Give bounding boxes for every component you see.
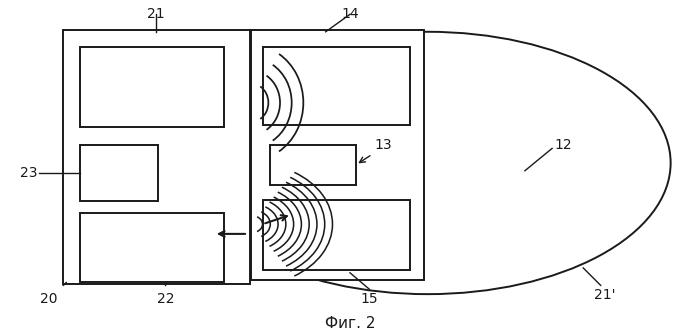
Text: Фиг. 2: Фиг. 2 xyxy=(325,317,375,331)
Text: 21: 21 xyxy=(147,7,164,20)
Bar xyxy=(80,145,157,201)
Bar xyxy=(80,47,224,127)
Bar xyxy=(263,47,410,125)
Text: 12: 12 xyxy=(554,138,572,152)
Bar xyxy=(263,200,410,270)
Bar xyxy=(271,145,356,185)
Text: 23: 23 xyxy=(20,166,37,180)
Text: 13: 13 xyxy=(374,138,392,152)
Text: 15: 15 xyxy=(361,292,378,306)
Text: 14: 14 xyxy=(341,7,359,20)
Text: 20: 20 xyxy=(40,292,57,306)
Bar xyxy=(251,30,424,280)
Text: 22: 22 xyxy=(157,292,174,306)
Bar xyxy=(64,30,250,285)
Bar xyxy=(80,212,224,283)
Text: 21': 21' xyxy=(594,288,615,302)
